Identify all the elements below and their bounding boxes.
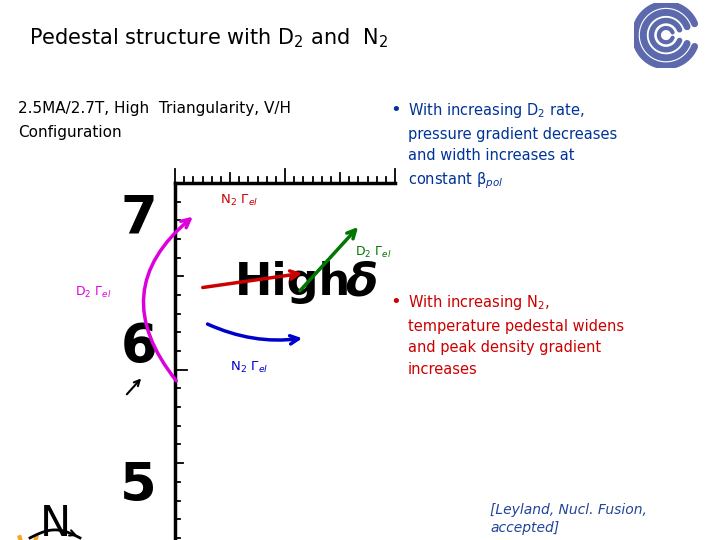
Text: With increasing N$_2$,
temperature pedestal widens
and peak density gradient
inc: With increasing N$_2$, temperature pedes… xyxy=(408,293,624,377)
Text: With increasing D$_2$ rate,
pressure gradient decreases
and width increases at
c: With increasing D$_2$ rate, pressure gra… xyxy=(408,101,617,191)
Text: 5: 5 xyxy=(120,460,157,512)
Text: Configuration: Configuration xyxy=(18,125,122,140)
Text: Pedestal structure with D$_2$ and  N$_2$: Pedestal structure with D$_2$ and N$_2$ xyxy=(29,26,388,50)
Text: •: • xyxy=(390,101,401,119)
Text: •: • xyxy=(390,293,401,311)
Text: [Leyland, Nucl. Fusion,
accepted]: [Leyland, Nucl. Fusion, accepted] xyxy=(490,503,647,535)
Text: N$_2$ Γ$_{el}$: N$_2$ Γ$_{el}$ xyxy=(230,360,269,375)
Text: δ: δ xyxy=(345,260,377,306)
Text: N: N xyxy=(40,503,71,540)
Text: 7: 7 xyxy=(120,193,157,245)
Text: 2.5MA/2.7T, High  Triangularity, V/H: 2.5MA/2.7T, High Triangularity, V/H xyxy=(18,101,291,116)
Text: High: High xyxy=(235,261,351,305)
Text: D$_2$ Γ$_{el}$: D$_2$ Γ$_{el}$ xyxy=(75,285,112,300)
Text: N$_2$ Γ$_{el}$: N$_2$ Γ$_{el}$ xyxy=(220,193,258,208)
Text: 6: 6 xyxy=(120,321,157,373)
Text: D$_2$ Γ$_{el}$: D$_2$ Γ$_{el}$ xyxy=(355,245,392,260)
